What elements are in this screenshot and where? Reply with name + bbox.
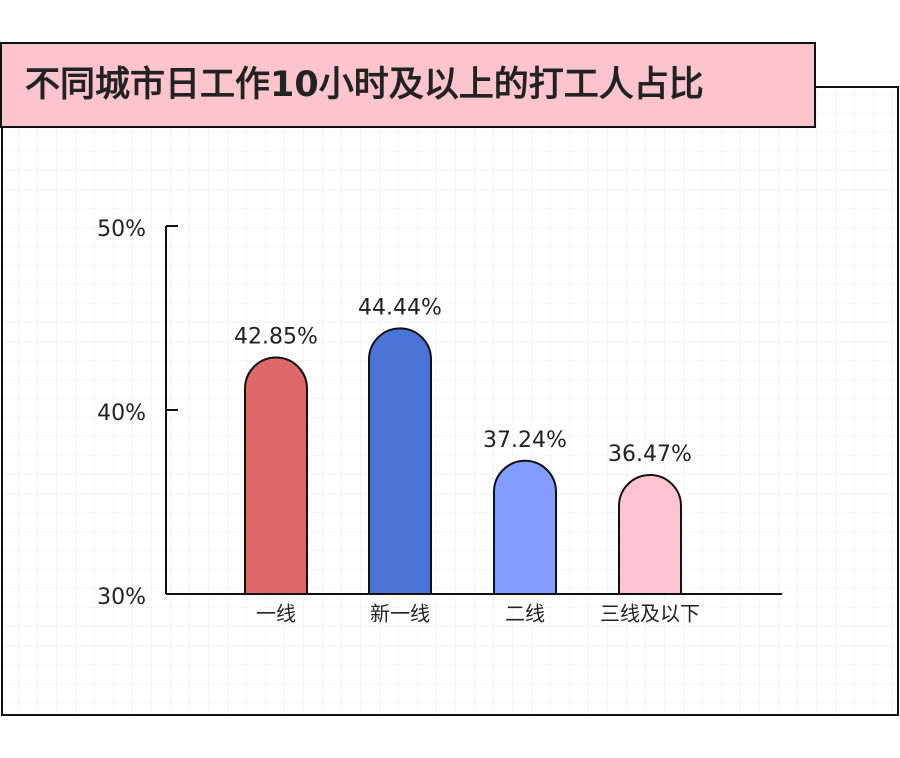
title-box	[0, 42, 816, 128]
bar	[493, 459, 557, 595]
y-tick-label: 50%	[97, 217, 146, 242]
y-tick-label: 30%	[97, 585, 146, 610]
x-tick-label: 新一线	[370, 602, 430, 626]
value-label: 37.24%	[483, 428, 567, 453]
bar	[368, 327, 432, 595]
x-tick-label: 三线及以下	[600, 602, 700, 626]
bar	[244, 356, 308, 595]
frame	[1, 86, 899, 716]
bar	[618, 474, 682, 595]
value-label: 42.85%	[234, 325, 318, 350]
x-tick-label: 一线	[256, 602, 296, 626]
value-label: 36.47%	[608, 442, 692, 467]
x-tick-label: 二线	[505, 602, 545, 626]
chart-title: 不同城市日工作10小时及以上的打工人占比	[25, 65, 704, 105]
y-tick-label: 40%	[97, 401, 146, 426]
value-label: 44.44%	[358, 295, 442, 320]
